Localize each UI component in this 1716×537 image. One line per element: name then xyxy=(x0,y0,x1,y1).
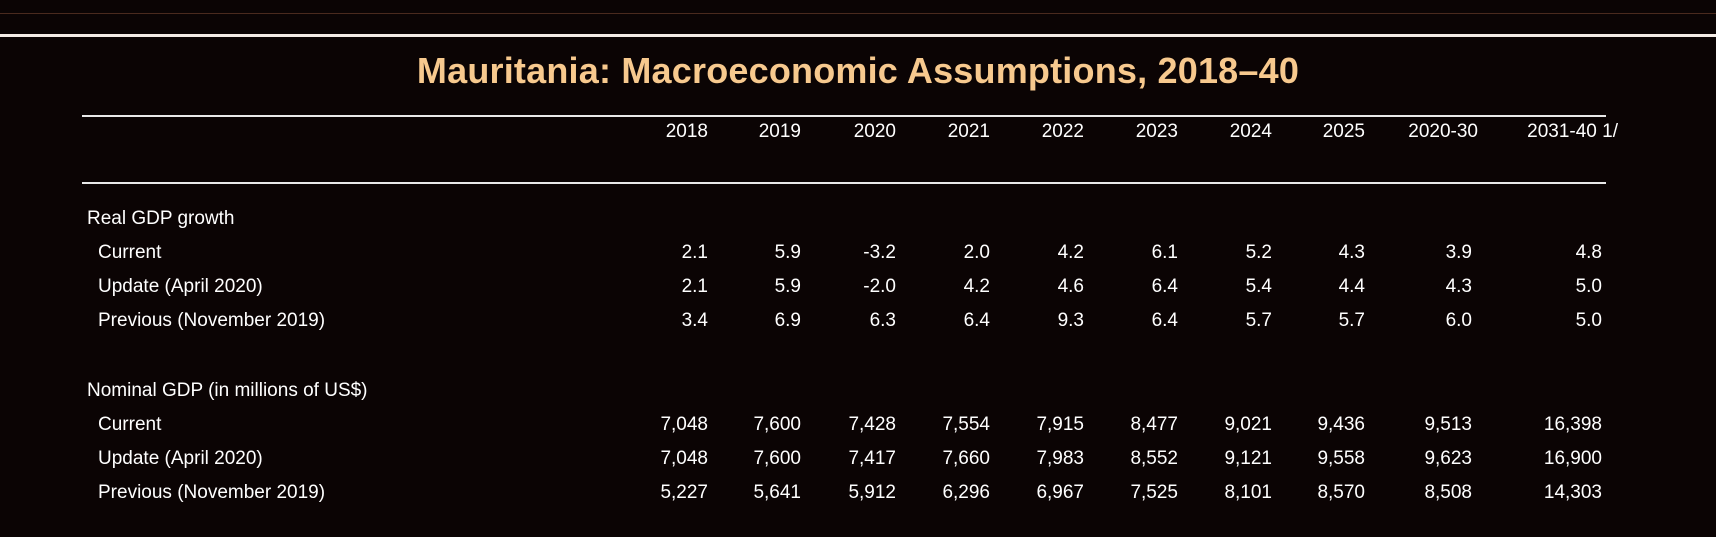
row-label: Update (April 2020) xyxy=(98,276,263,297)
table-cell: 7,983 xyxy=(1036,448,1084,469)
table-cell: 3.4 xyxy=(681,310,708,331)
table-row: Previous (November 2019) 5,227 5,641 5,912 6… xyxy=(0,478,1716,508)
table-cell: 5.4 xyxy=(1245,276,1272,297)
table-cell: 7,600 xyxy=(753,414,801,435)
column-header: 2019 xyxy=(758,121,801,142)
table-cell: 7,915 xyxy=(1036,414,1084,435)
table-cell: 7,417 xyxy=(848,448,896,469)
row-label: Previous (November 2019) xyxy=(98,482,326,503)
table-cell: 4.2 xyxy=(963,276,990,297)
table-cell: 4.3 xyxy=(1445,276,1472,297)
table-cell: 7,525 xyxy=(1130,482,1178,503)
section-heading-row: Real GDP growth xyxy=(0,204,1716,234)
column-header: 2023 xyxy=(1135,121,1178,142)
section-heading: Real GDP growth xyxy=(87,208,235,229)
column-header: 2031-40 1/ xyxy=(1527,121,1618,142)
section-heading-row: Nominal GDP (in millions of US$) xyxy=(0,376,1716,406)
table-cell: 6.0 xyxy=(1445,310,1472,331)
table-title: Mauritania: Macroeconomic Assumptions, 2… xyxy=(416,50,1300,91)
table-cell: 6.4 xyxy=(1151,276,1178,297)
table-cell: 9,436 xyxy=(1317,414,1365,435)
table-cell: 4.2 xyxy=(1057,242,1084,263)
column-header: 2021 xyxy=(947,121,990,142)
table-cell: 4.6 xyxy=(1057,276,1084,297)
table-cell: 9,021 xyxy=(1224,414,1272,435)
table-cell: 6.9 xyxy=(774,310,801,331)
row-label: Update (April 2020) xyxy=(98,448,263,469)
table-cell: 6,967 xyxy=(1036,482,1084,503)
table-cell: 6.4 xyxy=(963,310,990,331)
table-cell: 5.9 xyxy=(774,276,801,297)
table-cell: 8,508 xyxy=(1424,482,1472,503)
table-cell: 9.3 xyxy=(1057,310,1084,331)
table-cell: 9,121 xyxy=(1224,448,1272,469)
column-header: 2024 xyxy=(1229,121,1272,142)
table-cell: 9,623 xyxy=(1424,448,1472,469)
table-cell: 4.8 xyxy=(1575,242,1602,263)
table-cell: 4.3 xyxy=(1338,242,1365,263)
table-cell: 6.3 xyxy=(869,310,896,331)
table-cell: 5,227 xyxy=(660,482,708,503)
top-divider-thick xyxy=(0,34,1716,37)
header-row: 2018 2019 2020 2021 2022 2023 2024 2025 2020-30 2… xyxy=(0,117,1716,147)
header-bottom-rule xyxy=(82,182,1606,184)
table-cell: 8,552 xyxy=(1130,448,1178,469)
table-cell: 6,296 xyxy=(942,482,990,503)
table-cell: 7,600 xyxy=(753,448,801,469)
table-cell: 5.0 xyxy=(1575,276,1602,297)
table-cell: -3.2 xyxy=(863,242,896,263)
table-cell: 7,660 xyxy=(942,448,990,469)
table-cell: 9,558 xyxy=(1317,448,1365,469)
table-cell: 8,477 xyxy=(1130,414,1178,435)
column-header: 2020 xyxy=(853,121,896,142)
table-cell: 5.9 xyxy=(774,242,801,263)
table-cell: 3.9 xyxy=(1445,242,1472,263)
table-cell: 5.7 xyxy=(1338,310,1365,331)
table-row: Previous (November 2019) 3.4 6.9 6.3 6.4 9.3 6… xyxy=(0,306,1716,336)
table-cell: 6.1 xyxy=(1151,242,1178,263)
table-cell: 7,048 xyxy=(660,448,708,469)
table-cell: 5.0 xyxy=(1575,310,1602,331)
table-cell: 9,513 xyxy=(1424,414,1472,435)
table-cell: 2.1 xyxy=(681,242,708,263)
table-cell: 7,048 xyxy=(660,414,708,435)
table-cell: 6.4 xyxy=(1151,310,1178,331)
table-cell: 7,554 xyxy=(942,414,990,435)
column-header: 2020-30 xyxy=(1408,121,1478,142)
column-header: 2022 xyxy=(1041,121,1084,142)
table-cell: 4.4 xyxy=(1338,276,1365,297)
table-cell: 14,303 xyxy=(1543,482,1602,503)
row-label: Current xyxy=(98,242,162,263)
table-cell: 5,641 xyxy=(753,482,801,503)
table-row: Update (April 2020) 7,048 7,600 7,417 7,660 7… xyxy=(0,444,1716,474)
table-cell: 2.0 xyxy=(963,242,990,263)
table-cell: 5,912 xyxy=(848,482,896,503)
column-header: 2018 xyxy=(665,121,708,142)
table-row: Current 2.1 5.9 -3.2 2.0 4.2 6.1 5.2 4.3 3.9 4.8 xyxy=(0,238,1716,268)
header-top-rule xyxy=(82,115,1606,117)
table-cell: 8,570 xyxy=(1317,482,1365,503)
table-cell: 16,900 xyxy=(1543,448,1602,469)
row-label: Current xyxy=(98,414,162,435)
table-cell: 16,398 xyxy=(1543,414,1602,435)
table-cell: -2.0 xyxy=(863,276,896,297)
table-cell: 7,428 xyxy=(848,414,896,435)
column-header: 2025 xyxy=(1322,121,1365,142)
table-row: Update (April 2020) 2.1 5.9 -2.0 4.2 4.6 6.4 5.… xyxy=(0,272,1716,302)
table-cell: 5.7 xyxy=(1245,310,1272,331)
section-heading: Nominal GDP (in millions of US$) xyxy=(87,380,368,401)
table-row: Current 7,048 7,600 7,428 7,554 7,915 8,477 9,0… xyxy=(0,410,1716,440)
table-cell: 5.2 xyxy=(1245,242,1272,263)
row-label: Previous (November 2019) xyxy=(98,310,326,331)
table-cell: 2.1 xyxy=(681,276,708,297)
top-divider-thin xyxy=(0,13,1716,14)
table-cell: 8,101 xyxy=(1224,482,1272,503)
